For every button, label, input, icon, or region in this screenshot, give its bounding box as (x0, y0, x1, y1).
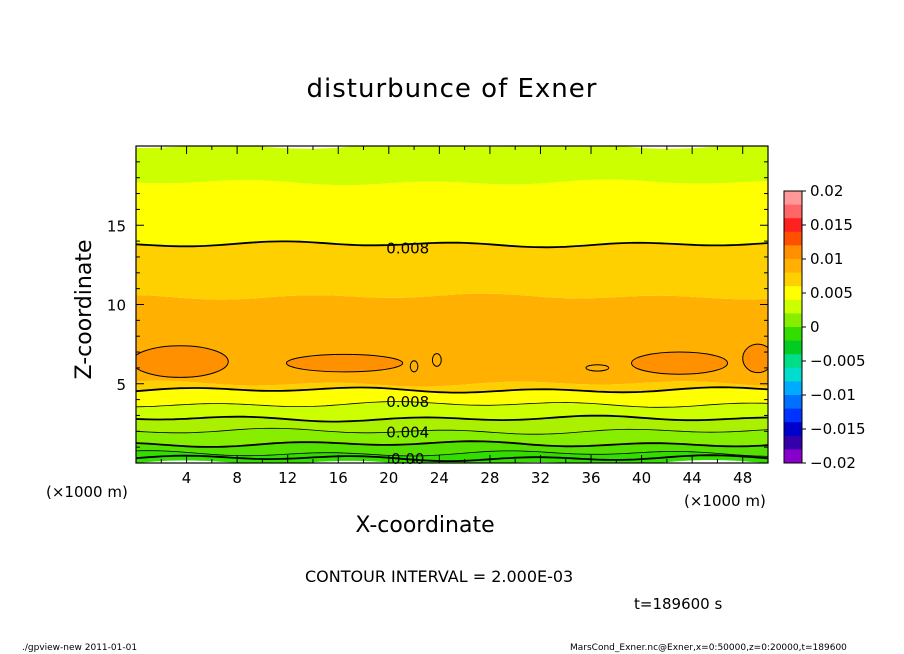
contour-band (136, 146, 768, 186)
contour-label: 0.00 (391, 450, 424, 468)
x-tick-label: 36 (581, 469, 600, 487)
contour-line (136, 454, 768, 462)
x-unit-label-right: (×1000 m) (684, 492, 766, 510)
contour-maximum-region (742, 343, 768, 374)
contour-line (136, 240, 768, 249)
colorbar-swatch (784, 408, 802, 423)
colorbar-swatch (784, 435, 802, 450)
colorbar-swatch (784, 259, 802, 274)
colorbar-swatch (784, 313, 802, 328)
colorbar-swatch (784, 204, 802, 219)
colorbar-swatch (784, 327, 802, 342)
colorbar: 0.02 0.015 0.01 0.005 0 −0.005 −0.01 −0.015 −0.0… (783, 182, 866, 472)
colorbar-swatch (784, 286, 802, 301)
time-stamp-note: t=189600 s (634, 595, 723, 613)
chart-title: disturbunce of Exner (306, 74, 598, 104)
contour-maximum-region (285, 353, 404, 373)
x-tick-label: 16 (329, 469, 348, 487)
colorbar-label: 0 (810, 318, 820, 336)
colorbar-swatch (784, 231, 802, 246)
contour-line (136, 386, 768, 394)
colorbar-swatch (784, 395, 802, 410)
colorbar-label: −0.015 (810, 420, 866, 438)
y-axis-label: Z-coordinate (72, 240, 97, 380)
colorbar-swatch (784, 218, 802, 233)
y-tick-label: 5 (116, 376, 126, 394)
colorbar-label: 0.015 (810, 216, 853, 234)
x-tick-label: 40 (632, 469, 651, 487)
colorbar-swatch (784, 449, 802, 464)
x-tick-label: 8 (232, 469, 242, 487)
contour-line (136, 414, 768, 423)
x-tick-label: 4 (182, 469, 192, 487)
colorbar-label: 0.01 (810, 250, 843, 268)
small-contour-loop (431, 353, 442, 367)
contour-label: 0.008 (386, 239, 429, 257)
y-tick-label: 15 (107, 217, 126, 235)
contour-lines (136, 240, 768, 462)
colorbar-swatch (784, 381, 802, 396)
colorbar-label: −0.02 (810, 454, 856, 472)
colorbar-swatch (784, 340, 802, 355)
contour-maximum-region (630, 351, 729, 375)
colorbar-label: 0.02 (810, 182, 843, 200)
contour-interval-note: CONTOUR INTERVAL = 2.000E-03 (305, 567, 574, 586)
footer-source: MarsCond_Exner.nc@Exner,x=0:50000,z=0:20… (570, 643, 847, 653)
contour-band (136, 179, 768, 248)
x-unit-label-left: (×1000 m) (46, 483, 128, 501)
colorbar-label: −0.01 (810, 386, 856, 404)
x-tick-label: 48 (733, 469, 752, 487)
colorbar-label: 0.005 (810, 284, 853, 302)
colorbar-swatch (784, 354, 802, 369)
contour-line (136, 450, 768, 457)
contour-band (136, 241, 768, 300)
contour-line (136, 401, 768, 408)
footer-program: ./gpview-new 2011-01-01 (22, 643, 138, 653)
x-tick-label: 24 (430, 469, 449, 487)
colorbar-swatch (784, 191, 802, 206)
colorbar-swatch (784, 272, 802, 287)
contour-labels: 0.008 0.008 0.004 0.00 (386, 239, 429, 468)
x-tick-label: 28 (480, 469, 499, 487)
colorbar-swatch (784, 245, 802, 260)
y-tick-label: 10 (107, 297, 126, 315)
contour-line (136, 440, 768, 448)
contour-line (136, 427, 768, 435)
colorbar-swatch (784, 367, 802, 382)
x-tick-label: 12 (278, 469, 297, 487)
contour-maximum-region (136, 345, 229, 378)
x-tick-label: 32 (531, 469, 550, 487)
contour-label: 0.008 (386, 393, 429, 411)
x-tick-label: 44 (683, 469, 702, 487)
colorbar-swatch (784, 299, 802, 314)
small-contour-loop (409, 360, 419, 373)
colorbar-swatch (784, 422, 802, 437)
x-tick-label: 20 (379, 469, 398, 487)
colorbar-label: −0.005 (810, 352, 866, 370)
contour-label: 0.004 (386, 423, 429, 441)
small-contour-loop (585, 364, 610, 372)
plot-area (136, 146, 768, 463)
x-axis-label: X-coordinate (355, 513, 495, 538)
